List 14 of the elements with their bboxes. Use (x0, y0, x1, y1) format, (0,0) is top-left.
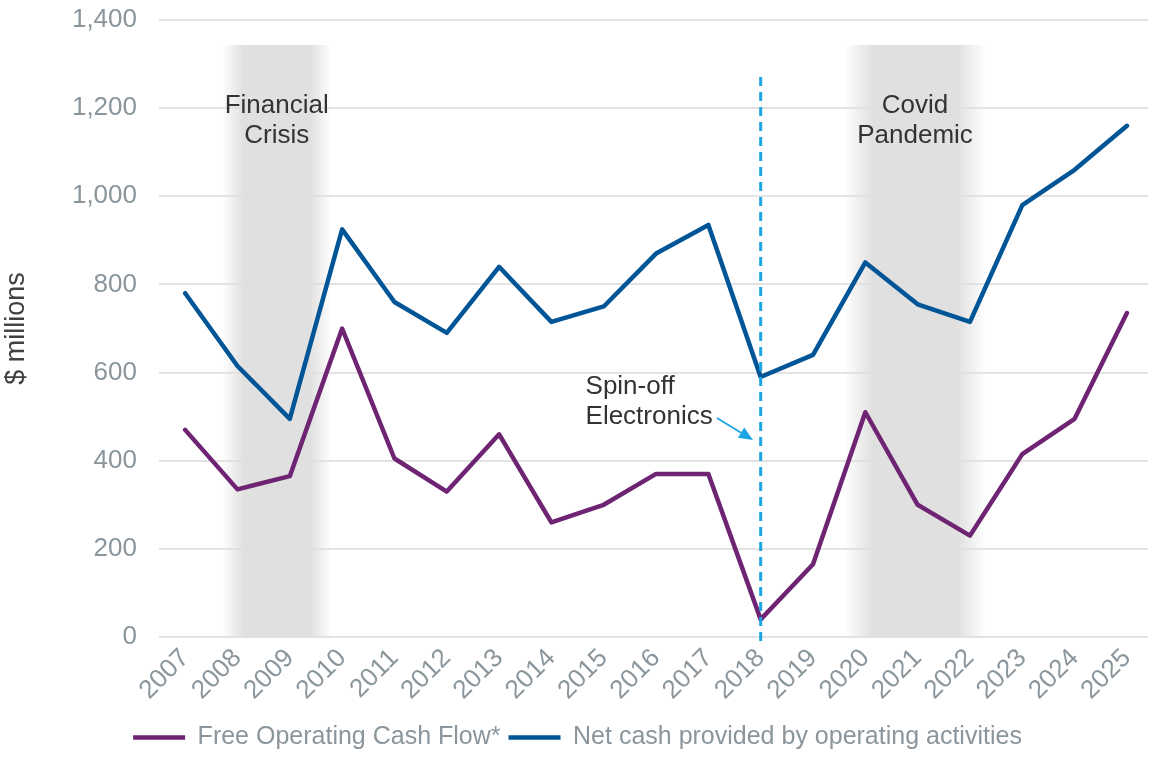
band-label: Financial Crisis (224, 89, 329, 150)
band-label: Covid Pandemic (857, 89, 973, 150)
y-tick-label: 200 (93, 532, 137, 563)
y-tick-label: 1,200 (71, 91, 137, 122)
y-tick-label: 800 (93, 267, 137, 298)
y-tick-label: 600 (93, 355, 137, 386)
legend-label: Net cash provided by operating activities (573, 721, 1022, 750)
y-tick-label: 1,000 (71, 179, 137, 210)
y-tick-label: 1,400 (71, 3, 137, 34)
y-tick-label: 400 (93, 443, 137, 474)
ref-line-label: Spin-off Electronics (585, 370, 713, 431)
legend-label: Free Operating Cash Flow* (197, 721, 501, 750)
y-axis-title: $ millions (0, 272, 30, 385)
y-tick-label: 0 (122, 620, 137, 651)
